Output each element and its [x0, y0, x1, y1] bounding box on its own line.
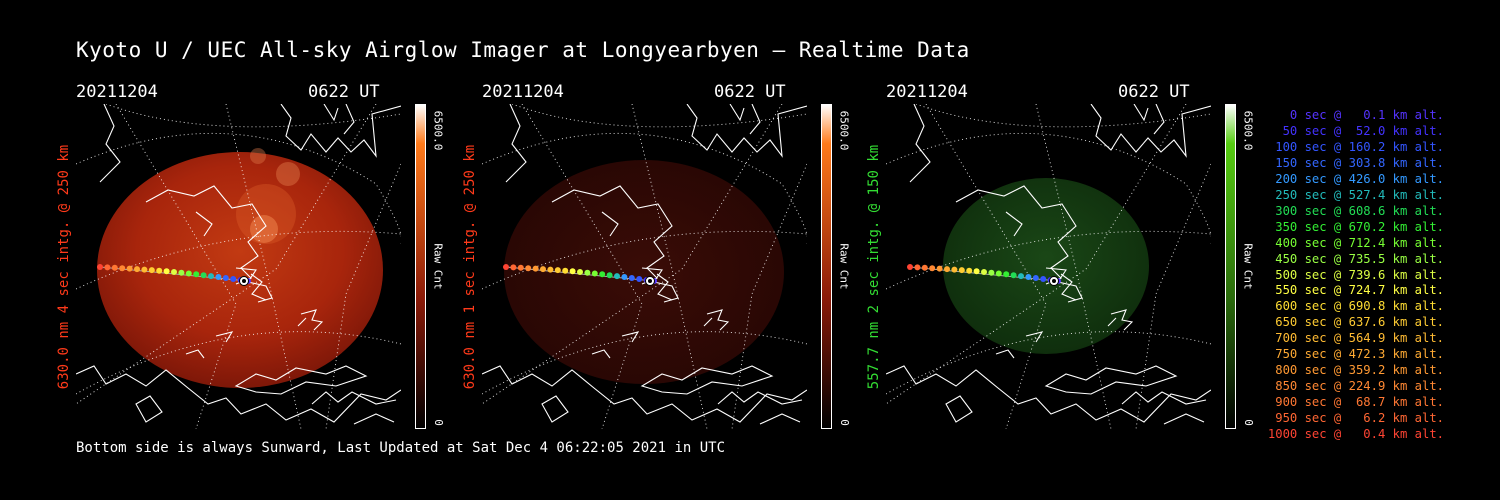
- legend-entry: 500 sec @ 739.6 km alt.: [1275, 267, 1444, 282]
- allsky-panel: 20211204 0622 UT 630.0 nm 4 sec intg. @ 25…: [56, 82, 466, 432]
- colorbar-max: 6500.0: [1241, 110, 1255, 150]
- colorbar-min: 0: [1241, 418, 1255, 426]
- colorbar-max: 6500.0: [431, 110, 445, 150]
- page-title: Kyoto U / UEC All-sky Airglow Imager at …: [76, 38, 970, 62]
- allsky-image: [481, 103, 809, 430]
- legend-entry: 350 sec @ 670.2 km alt.: [1275, 219, 1444, 234]
- colorbar: [415, 104, 426, 429]
- panel-wavelength-label: 630.0 nm 1 sec intg. @ 250 km: [462, 144, 478, 389]
- colorbar-unit: Raw Cnt: [431, 242, 445, 290]
- trajectory-legend: 0 sec @ 0.1 km alt. 50 sec @ 52.0 km alt.…: [1262, 108, 1444, 443]
- colorbar: [1225, 104, 1236, 429]
- footer-status: Bottom side is always Sunward, Last Upda…: [76, 440, 726, 456]
- legend-entry: 150 sec @ 303.8 km alt.: [1275, 155, 1444, 170]
- trajectory-overlay: [97, 264, 251, 286]
- panel-time: 0622 UT: [714, 82, 786, 102]
- allsky-image: [885, 103, 1213, 430]
- legend-entry: 50 sec @ 52.0 km alt.: [1282, 123, 1444, 138]
- panel-wavelength-label: 630.0 nm 4 sec intg. @ 250 km: [56, 144, 72, 389]
- panel-date: 20211204: [76, 82, 158, 102]
- panel-date: 20211204: [886, 82, 968, 102]
- legend-entry: 750 sec @ 472.3 km alt.: [1275, 347, 1444, 362]
- legend-entry: 0 sec @ 0.1 km alt.: [1289, 108, 1444, 122]
- airglow-field: [504, 160, 784, 384]
- colorbar-min: 0: [431, 418, 445, 426]
- panel-time: 0622 UT: [1118, 82, 1190, 102]
- legend-entry: 550 sec @ 724.7 km alt.: [1275, 283, 1444, 298]
- colorbar: [821, 104, 832, 429]
- colorbar-min: 0: [837, 418, 851, 426]
- legend-entry: 850 sec @ 224.9 km alt.: [1275, 379, 1444, 394]
- legend-entry: 600 sec @ 690.8 km alt.: [1275, 299, 1444, 314]
- colorbar-unit: Raw Cnt: [837, 242, 851, 290]
- allsky-panel: 20211204 0622 UT 630.0 nm 1 sec intg. @ 25…: [462, 82, 872, 432]
- legend-entry: 450 sec @ 735.5 km alt.: [1275, 251, 1444, 266]
- legend-entry: 100 sec @ 160.2 km alt.: [1275, 139, 1444, 154]
- legend-entry: 1000 sec @ 0.4 km alt.: [1267, 427, 1444, 442]
- legend-entry: 950 sec @ 6.2 km alt.: [1275, 411, 1444, 426]
- legend-entry: 900 sec @ 68.7 km alt.: [1275, 395, 1444, 410]
- colorbar-unit: Raw Cnt: [1241, 242, 1255, 290]
- legend-entry: 800 sec @ 359.2 km alt.: [1275, 363, 1444, 378]
- panel-time: 0622 UT: [308, 82, 380, 102]
- legend-entry: 200 sec @ 426.0 km alt.: [1275, 171, 1444, 186]
- panel-date: 20211204: [482, 82, 564, 102]
- legend-entry: 700 sec @ 564.9 km alt.: [1275, 331, 1444, 346]
- allsky-image: [75, 103, 403, 430]
- trajectory-overlay: [907, 264, 1061, 286]
- trajectory-overlay: [503, 264, 657, 286]
- legend-entry: 650 sec @ 637.6 km alt.: [1275, 315, 1444, 330]
- allsky-panel: 20211204 0622 UT 557.7 nm 2 sec intg. @ 15…: [866, 82, 1276, 432]
- airglow-field: [943, 178, 1149, 354]
- colorbar-max: 6500.0: [837, 110, 851, 150]
- panel-wavelength-label: 557.7 nm 2 sec intg. @ 150 km: [866, 144, 882, 389]
- legend-entry: 250 sec @ 527.4 km alt.: [1275, 187, 1444, 202]
- legend-entry: 400 sec @ 712.4 km alt.: [1275, 235, 1444, 250]
- legend-entry: 300 sec @ 608.6 km alt.: [1275, 203, 1444, 218]
